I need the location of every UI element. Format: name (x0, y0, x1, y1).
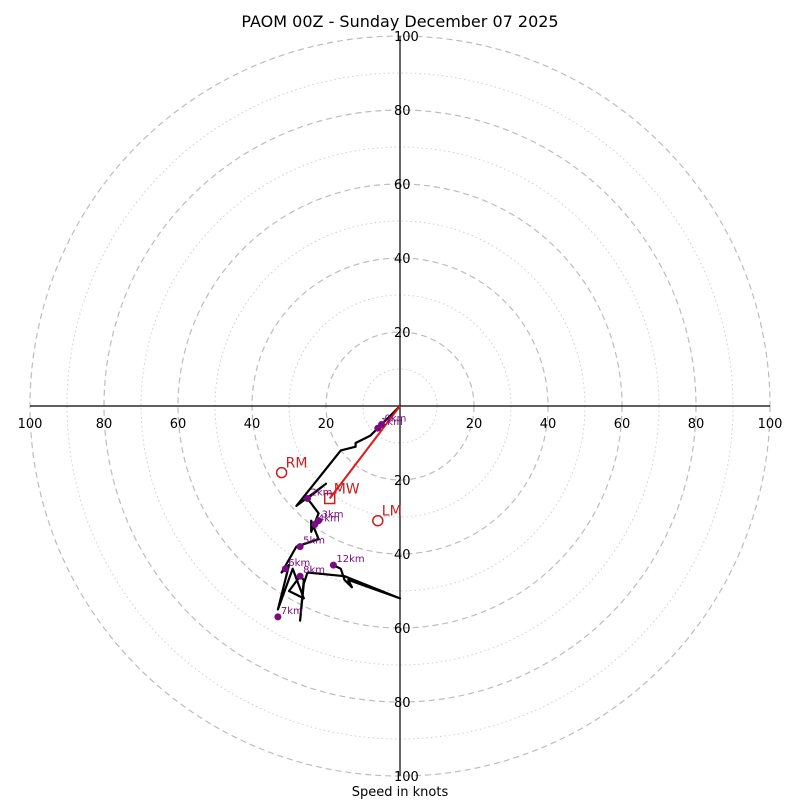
x-tick-label: 100 (758, 417, 783, 432)
hodograph-trace (276, 405, 402, 622)
height-point-12km (329, 561, 337, 569)
x-tick-label: 40 (540, 417, 557, 432)
height-label-2km: 2km (311, 488, 333, 499)
height-label-1km: 1km (381, 417, 403, 428)
hodograph-line (276, 405, 402, 622)
y-tick-label: 60 (394, 178, 411, 193)
y-tick-label: 100 (394, 30, 419, 45)
height-point-5km (296, 543, 304, 551)
y-tick-label: 40 (394, 252, 411, 267)
height-point-4km (311, 520, 319, 528)
height-point-6km (281, 565, 289, 573)
height-label-5km: 5km (303, 536, 325, 547)
x-tick-label: 20 (466, 417, 483, 432)
height-label-3km: 3km (322, 510, 344, 521)
x-tick-label: 100 (18, 417, 43, 432)
y-tick-label: 80 (394, 104, 411, 119)
chart-title: PAOM 00Z - Sunday December 07 2025 (241, 12, 558, 31)
storm-label-mw: MW (334, 482, 360, 498)
y-tick-label: 100 (394, 770, 419, 785)
storm-label-rm: RM (286, 456, 308, 472)
x-tick-label: 60 (614, 417, 631, 432)
height-point-7km (274, 613, 282, 621)
x-tick-label: 40 (244, 417, 261, 432)
y-tick-label: 80 (394, 696, 411, 711)
height-label-8km: 8km (303, 565, 325, 576)
height-label-12km: 12km (336, 554, 364, 565)
y-tick-label: 60 (394, 622, 411, 637)
x-axis-label: Speed in knots (352, 785, 449, 800)
height-label-4km: 4km (318, 513, 340, 524)
height-point-2km (304, 495, 311, 502)
height-label-6km: 6km (288, 558, 310, 569)
x-tick-label: 80 (688, 417, 705, 432)
y-tick-label: 20 (394, 474, 411, 489)
tick-labels: 100 80 60 40 20 20 40 60 80 100 100 80 60 40 20 20 40 60 8… (18, 30, 783, 785)
x-tick-label: 60 (170, 417, 187, 432)
height-point-8km (296, 572, 304, 580)
y-tick-label: 40 (394, 548, 411, 563)
x-tick-label: 80 (96, 417, 113, 432)
y-tick-label: 20 (394, 326, 411, 341)
storm-marker-rm (275, 466, 288, 479)
height-label-0km: 0km (385, 414, 407, 425)
height-point-1km (374, 424, 382, 432)
mean-wind-vector (328, 405, 401, 500)
storm-label-lm: LM (382, 504, 402, 520)
storm-marker-mw (323, 492, 336, 505)
storm-motion: RM LM MW (275, 405, 402, 527)
storm-marker-lm (372, 514, 384, 527)
x-tick-label: 20 (318, 417, 335, 432)
height-label-7km: 7km (281, 606, 303, 617)
